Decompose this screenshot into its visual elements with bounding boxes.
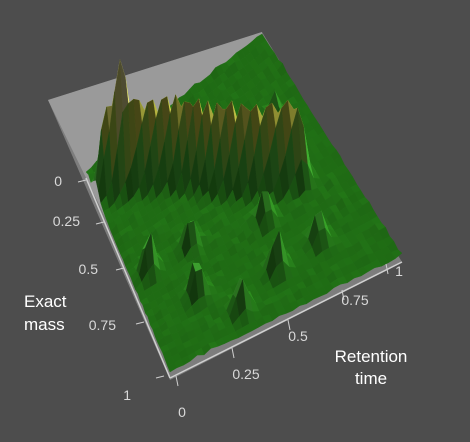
y-tick-label: 0.75 [341, 292, 368, 308]
x-tick-label: 0 [54, 173, 62, 189]
x-tick-label: 0.75 [89, 317, 116, 333]
y-tick-label: 1 [395, 263, 403, 279]
x-tick-marks [77, 179, 165, 379]
y-axis-line [169, 261, 403, 379]
x-tick-label: 1 [123, 387, 131, 403]
surface-cell [167, 362, 178, 373]
y-tick-marks [175, 263, 389, 387]
y-axis-title-line1: Retention [335, 347, 408, 366]
x-tick-label: 0.25 [53, 213, 80, 229]
y-tick-label: 0.5 [288, 328, 308, 344]
y-axis-title-line2: time [355, 369, 387, 388]
y-tick-label: 0 [178, 404, 186, 420]
x-tick-label: 0.5 [79, 261, 99, 277]
y-tick-label: 0.25 [232, 366, 259, 382]
surface-mesh [85, 33, 403, 373]
x-axis-title-line1: Exact [24, 292, 67, 311]
x-axis-title-line2: mass [24, 315, 65, 334]
x-axis-line [85, 177, 171, 379]
